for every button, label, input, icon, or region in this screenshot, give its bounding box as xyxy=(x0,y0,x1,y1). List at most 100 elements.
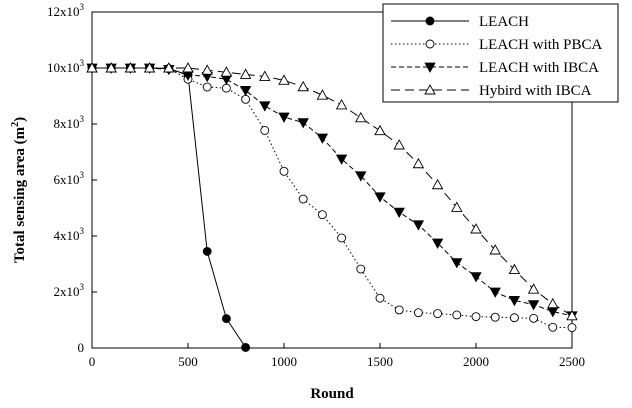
data-point xyxy=(182,62,194,73)
y-axis-title-close: ) xyxy=(12,117,28,122)
legend-box xyxy=(382,3,619,103)
data-point xyxy=(490,312,500,322)
series-2 xyxy=(87,63,577,333)
y-axis-title: Total sensing area (m2) xyxy=(10,117,28,263)
data-point xyxy=(433,309,443,319)
data-point xyxy=(567,323,577,333)
data-point xyxy=(412,157,425,169)
data-point xyxy=(202,82,212,92)
data-point xyxy=(489,287,501,298)
series-3 xyxy=(86,63,578,322)
data-point xyxy=(470,223,482,234)
y-tick-label: 6x103 xyxy=(54,170,85,187)
data-point xyxy=(241,94,251,104)
data-point xyxy=(471,312,481,322)
data-point xyxy=(259,101,271,112)
data-point xyxy=(335,99,348,110)
x-tick-label: 2000 xyxy=(463,354,489,369)
y-tick-label: 12x103 xyxy=(47,2,85,19)
data-point xyxy=(413,308,423,318)
data-point xyxy=(202,246,212,256)
data-point xyxy=(527,283,540,294)
data-point xyxy=(239,68,252,79)
series-1 xyxy=(87,63,251,352)
data-point xyxy=(143,62,156,73)
data-point xyxy=(278,112,290,123)
data-point xyxy=(220,66,233,77)
legend-marker xyxy=(424,84,436,95)
x-tick-label: 500 xyxy=(178,354,198,369)
legend-marker xyxy=(424,62,436,73)
legend-label: Hybird with IBCA xyxy=(479,83,592,99)
data-point xyxy=(356,264,366,274)
series-4 xyxy=(86,62,578,321)
legend-marker xyxy=(425,39,435,49)
x-tick-label: 2500 xyxy=(559,354,585,369)
y-tick-label: 10x103 xyxy=(47,58,85,75)
series-line xyxy=(92,67,573,317)
data-point xyxy=(374,192,386,203)
data-point xyxy=(297,118,309,129)
y-tick-label: 8x103 xyxy=(54,114,85,131)
data-point xyxy=(298,194,308,204)
data-point xyxy=(489,244,501,255)
data-point xyxy=(355,111,367,123)
legend-label: LEACH xyxy=(479,14,529,30)
data-point xyxy=(201,64,213,75)
data-point xyxy=(279,166,289,176)
y-tick-label: 4x103 xyxy=(54,226,85,243)
data-point xyxy=(221,83,231,93)
data-point xyxy=(548,322,558,332)
data-point xyxy=(393,139,405,150)
data-point xyxy=(239,86,252,97)
data-point xyxy=(316,133,329,144)
data-point xyxy=(529,313,539,323)
data-point xyxy=(431,178,444,190)
data-point xyxy=(355,171,367,182)
legend-label: LEACH with IBCA xyxy=(479,60,599,76)
data-point xyxy=(508,263,521,275)
y-tick-label: 0 xyxy=(78,340,85,355)
data-point xyxy=(316,89,329,100)
y-axis-title-main: Total sensing area (m xyxy=(12,126,28,263)
data-point xyxy=(547,297,559,309)
data-point xyxy=(527,300,540,311)
legend-label: LEACH with PBCA xyxy=(479,37,603,53)
series-group xyxy=(86,62,578,352)
data-point xyxy=(394,305,404,315)
data-point xyxy=(337,233,347,243)
x-tick-label: 1000 xyxy=(271,354,297,369)
data-point xyxy=(451,201,463,212)
y-axis-title-sup: 2 xyxy=(10,122,21,127)
x-tick-label: 0 xyxy=(89,354,96,369)
data-point xyxy=(335,154,348,165)
data-point xyxy=(412,220,425,231)
series-line xyxy=(92,67,573,317)
data-point xyxy=(124,62,137,73)
data-point xyxy=(221,314,231,324)
axes: 0 500 1000 1500 2000 2500 0 2x103 4x103 6x103 8x10… xyxy=(47,2,585,369)
data-point xyxy=(105,62,117,73)
data-point xyxy=(260,125,270,135)
data-point xyxy=(374,124,386,136)
data-point xyxy=(509,313,519,323)
legend-item: LEACH with IBCA xyxy=(391,60,599,76)
data-point xyxy=(470,272,482,283)
data-point xyxy=(508,295,521,307)
data-point xyxy=(451,258,463,269)
data-point xyxy=(393,207,405,219)
legend-item: LEACH xyxy=(391,14,529,30)
data-point xyxy=(375,293,385,303)
legend-item: Hybird with IBCA xyxy=(391,83,592,99)
data-point xyxy=(452,310,462,320)
data-point xyxy=(278,74,290,85)
data-point xyxy=(241,342,251,352)
series-line xyxy=(92,67,247,348)
data-point xyxy=(297,80,309,92)
legend-item: LEACH with PBCA xyxy=(391,37,603,53)
data-point xyxy=(86,62,98,73)
data-point xyxy=(566,309,578,321)
x-tick-label: 1500 xyxy=(367,354,393,369)
data-point xyxy=(431,238,444,249)
